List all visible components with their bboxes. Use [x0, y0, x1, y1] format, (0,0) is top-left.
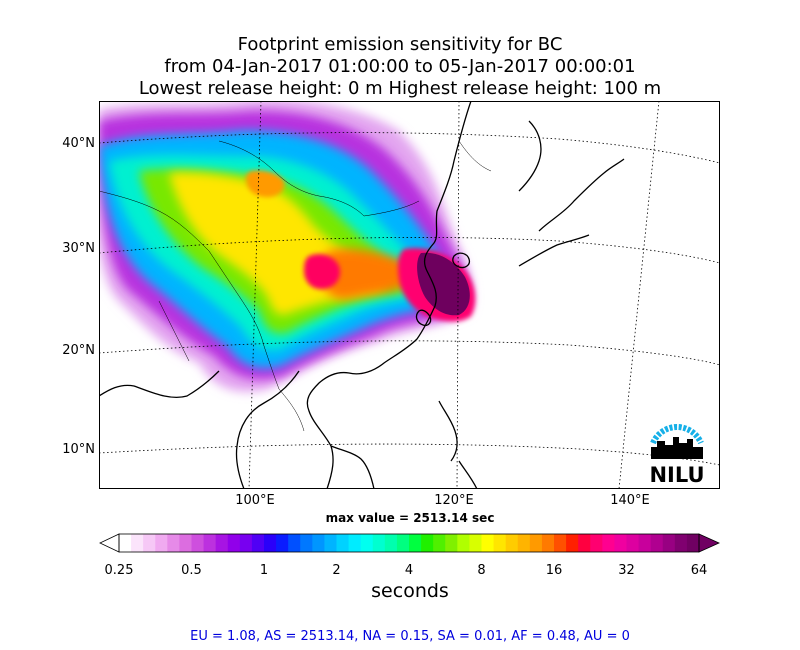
colorbar-cell — [650, 534, 664, 552]
plot-title-line-2: from 04-Jan-2017 01:00:00 to 05-Jan-2017… — [164, 56, 636, 77]
colorbar-cell — [517, 534, 531, 552]
plot-title-line-1: Footprint emission sensitivity for BC — [237, 34, 563, 55]
colorbar-cell — [179, 534, 192, 552]
country-borders — [99, 140, 492, 432]
colorbar-cell — [493, 534, 507, 552]
colorbar-cell — [239, 534, 253, 552]
colorbar-cell — [300, 534, 313, 552]
colorbar-tick-label: 32 — [618, 563, 635, 578]
lat-label-20n: 20°N — [62, 343, 95, 358]
colorbar-cell — [578, 534, 591, 552]
regional-stats: EU = 1.08, AS = 2513.14, NA = 0.15, SA =… — [190, 629, 630, 644]
colorbar-tick-label: 4 — [404, 563, 414, 578]
lon-label-140e: 140°E — [610, 493, 650, 508]
lat-label-10n: 10°N — [62, 442, 95, 457]
footprint-map: NILU — [99, 101, 720, 489]
lon-label-100e: 100°E — [235, 493, 275, 508]
colorbar-cell — [396, 534, 410, 552]
colorbar-cell — [445, 534, 458, 552]
colorbar-cells — [119, 534, 700, 552]
sensitivity-plume — [99, 101, 476, 392]
colorbar-left-extend — [99, 533, 120, 553]
colorbar-cell — [215, 534, 229, 552]
colorbar-tick-label: 16 — [545, 563, 563, 578]
coastlines — [99, 101, 625, 489]
colorbar-cell — [421, 534, 434, 552]
colorbar-cell — [505, 534, 519, 552]
colorbar-cell — [312, 534, 325, 552]
colorbar-tick-label: 1 — [259, 563, 269, 578]
colorbar-cell — [529, 534, 543, 552]
colorbar-cell — [674, 534, 688, 552]
colorbar-cell — [324, 534, 337, 552]
nilu-logo-text: NILU — [649, 463, 704, 487]
colorbar — [99, 533, 720, 553]
colorbar-tick-label: 2 — [332, 563, 341, 578]
map-frame — [99, 101, 720, 489]
colorbar-cell — [336, 534, 349, 552]
colorbar-cell — [227, 534, 241, 552]
colorbar-cell — [481, 534, 494, 552]
colorbar-cell — [360, 534, 374, 552]
max-value-label: max value = 2513.14 sec — [325, 511, 495, 525]
colorbar-cell — [662, 534, 676, 552]
colorbar-cell — [143, 534, 156, 552]
colorbar-cell — [264, 534, 277, 552]
colorbar-cell — [433, 534, 446, 552]
colorbar-cell — [469, 534, 482, 552]
colorbar-right-extend — [698, 533, 720, 553]
plot-title-line-3: Lowest release height: 0 m Highest relea… — [138, 78, 662, 99]
colorbar-tick-label: 0.5 — [181, 563, 202, 578]
colorbar-tick-label: 8 — [477, 563, 486, 578]
nilu-logo: NILU — [649, 424, 705, 487]
colorbar-cell — [131, 534, 144, 552]
colorbar-cell — [372, 534, 386, 552]
plume-orange-spot — [245, 170, 285, 198]
colorbar-cell — [638, 534, 652, 552]
colorbar-unit-label: seconds — [371, 580, 449, 602]
colorbar-cell — [191, 534, 204, 552]
colorbar-frame — [118, 533, 700, 553]
colorbar-cell — [276, 534, 289, 552]
nilu-logo-arc-icon — [650, 424, 704, 445]
lat-label-40n: 40°N — [62, 136, 95, 151]
colorbar-cell — [155, 534, 168, 552]
colorbar-cell — [626, 534, 639, 552]
colorbar-cell — [590, 534, 603, 552]
lat-label-30n: 30°N — [62, 241, 95, 256]
colorbar-cell — [457, 534, 470, 552]
colorbar-cell — [251, 534, 265, 552]
lon-label-120e: 120°E — [434, 493, 474, 508]
plume-max-core — [417, 252, 470, 316]
colorbar-cell — [602, 534, 615, 552]
colorbar-cell — [566, 534, 579, 552]
colorbar-cell — [614, 534, 627, 552]
colorbar-cell — [409, 534, 422, 552]
plume-red-spot-1 — [304, 254, 341, 290]
colorbar-cell — [686, 534, 700, 552]
nilu-logo-skyline-icon — [651, 437, 703, 459]
colorbar-tick-label: 0.25 — [104, 563, 134, 578]
colorbar-tick-label: 64 — [690, 563, 708, 578]
colorbar-cell — [288, 534, 301, 552]
plume-orange — [321, 248, 413, 299]
colorbar-cell — [348, 534, 362, 552]
colorbar-cell — [541, 534, 555, 552]
colorbar-cell — [384, 534, 398, 552]
colorbar-cell — [167, 534, 180, 552]
colorbar-cell — [119, 534, 132, 552]
colorbar-cell — [554, 534, 567, 552]
colorbar-cell — [203, 534, 217, 552]
